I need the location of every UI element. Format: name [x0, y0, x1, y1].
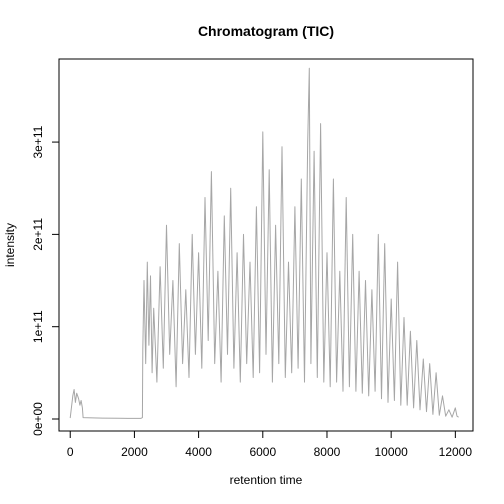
- y-tick-label: 1e+11: [31, 310, 45, 343]
- x-tick-label: 12000: [439, 445, 473, 459]
- x-tick-label: 4000: [185, 445, 212, 459]
- plot-area: [69, 67, 459, 419]
- y-tick-label: 0e+00: [31, 402, 45, 436]
- x-tick-label: 10000: [374, 445, 408, 459]
- y-axis: 0e+00 1e+11 2e+11 3e+11: [31, 125, 60, 436]
- x-axis: 0 2000 4000 6000 8000 10000 12000: [67, 430, 473, 459]
- series-line-0: [69, 67, 459, 419]
- x-axis-title: retention time: [230, 473, 303, 487]
- chart-title: Chromatogram (TIC): [198, 23, 334, 39]
- y-axis-title: intensity: [3, 223, 17, 267]
- x-tick-label: 2000: [121, 445, 148, 459]
- x-tick-label: 6000: [249, 445, 276, 459]
- y-tick-label: 2e+11: [31, 218, 45, 251]
- x-tick-label: 0: [67, 445, 74, 459]
- x-tick-label: 8000: [314, 445, 341, 459]
- y-tick-label: 3e+11: [31, 125, 45, 158]
